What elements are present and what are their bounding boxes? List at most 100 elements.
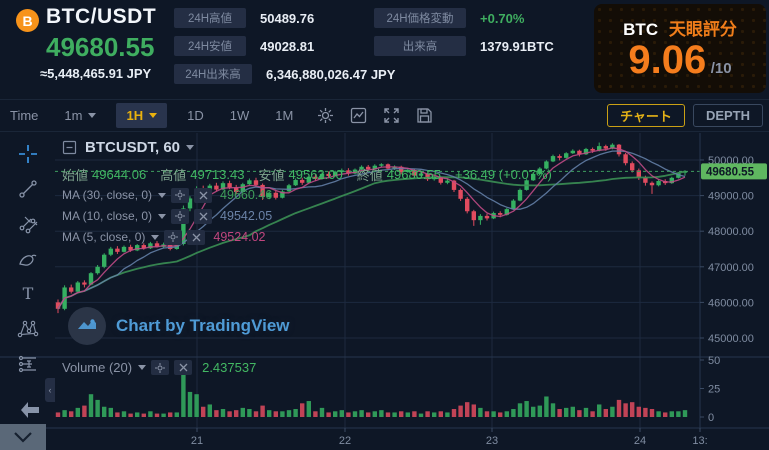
stat-label: 24H高値 — [174, 8, 246, 28]
ma10-row: MA (10, close, 0) 49542.05 — [62, 207, 272, 225]
time-axis-labels[interactable]: 21 22 23 24 13: — [191, 428, 708, 447]
ma-settings-icon[interactable] — [164, 229, 183, 245]
chevron-down-icon — [138, 365, 147, 370]
forecast-tool-icon[interactable] — [15, 351, 41, 377]
indicator-icon[interactable] — [350, 107, 367, 124]
ma-remove-icon[interactable] — [194, 187, 213, 203]
tradingview-attribution[interactable]: Chart by TradingView — [68, 307, 290, 345]
ma30-row: MA (30, close, 0) 49660.46 — [62, 186, 272, 204]
stat-value: 50489.76 — [260, 10, 315, 26]
stat-value: 49028.81 — [260, 38, 315, 54]
stat-24h-high: 24H高値 50489.76 — [174, 8, 395, 28]
stat-value: 6,346,880,026.47 JPY — [266, 66, 396, 82]
stat-label: 24H出来高 — [174, 64, 252, 84]
ohlc-readout: 始値 49644.06 高値 49713.43 安値 49562.00 終値 4… — [62, 165, 552, 184]
interval-1w[interactable]: 1W — [229, 108, 250, 123]
interval-1d[interactable]: 1D — [187, 108, 204, 123]
close-label: 終値 — [356, 168, 383, 183]
svg-text:47000.00: 47000.00 — [708, 262, 754, 274]
time-label: Time — [10, 108, 39, 123]
stat-24h-low: 24H安値 49028.81 — [174, 36, 395, 56]
crosshair-tool-icon[interactable] — [15, 141, 41, 167]
tradingview-text: Chart by TradingView — [116, 316, 290, 335]
collapse-panel-button[interactable] — [0, 424, 46, 450]
close-value: 49680.55 — [386, 167, 441, 182]
svg-text:13:: 13: — [692, 435, 707, 447]
price-axis-labels[interactable]: 50000.0049000.0048000.0047000.0046000.00… — [700, 155, 754, 424]
svg-text:49000.00: 49000.00 — [708, 191, 754, 203]
drawing-tool-rail: T — [0, 133, 55, 428]
ma-lines — [57, 147, 686, 310]
save-icon[interactable] — [416, 107, 433, 124]
ma5-label: MA (5, close, 0) — [62, 230, 146, 244]
tianyan-score-card[interactable]: BTC 天眼評分 9.06 /10 — [594, 4, 766, 93]
trend-line-tool-icon[interactable] — [15, 176, 41, 202]
volume-label: Volume (20) — [62, 360, 133, 375]
chevron-down-icon — [186, 145, 195, 150]
svg-text:21: 21 — [191, 435, 203, 447]
pitchfork-tool-icon[interactable] — [15, 211, 41, 237]
fullscreen-icon[interactable] — [383, 107, 400, 124]
stats-column-1: 24H高値 50489.76 24H安値 49028.81 24H出来高 6,3… — [174, 8, 395, 84]
back-arrow-icon[interactable] — [18, 401, 42, 424]
stat-24h-volume-jpy: 24H出来高 6,346,880,026.47 JPY — [174, 64, 395, 84]
ma-remove-icon[interactable] — [187, 229, 206, 245]
chart-tab-button[interactable]: チャート — [607, 104, 685, 127]
volume-settings-icon[interactable] — [151, 360, 170, 375]
stat-volume-btc: 出来高 1379.91BTC — [374, 36, 554, 56]
ma-remove-icon[interactable] — [194, 208, 213, 224]
stat-label: 24H安値 — [174, 36, 246, 56]
stat-label: 24H価格変動 — [374, 8, 466, 28]
chart-toolbar: Time 1m 1H 1D 1W 1M — [0, 99, 769, 132]
stat-value: +0.70% — [480, 10, 525, 26]
score-value-row: 9.06 /10 — [594, 38, 766, 83]
volume-legend: Volume (20) 2.437537 — [62, 360, 256, 375]
chevron-down-icon — [158, 192, 167, 198]
chevron-down-icon — [149, 113, 158, 118]
change-value: +36.49 (+0.07%) — [455, 167, 552, 182]
interval-1m[interactable]: 1m — [64, 108, 97, 123]
rail-collapse-handle[interactable]: ‹ — [45, 378, 55, 402]
svg-text:0: 0 — [708, 412, 714, 424]
svg-text:T: T — [22, 284, 33, 303]
volume-remove-icon[interactable] — [174, 360, 193, 375]
candlestick-chart[interactable]: 50000.0049000.0048000.0047000.0046000.00… — [0, 133, 769, 450]
symbol-title: BTC/USDT — [46, 5, 157, 28]
ma10-label: MA (10, close, 0) — [62, 209, 153, 223]
settings-gear-icon[interactable] — [317, 107, 334, 124]
svg-text:22: 22 — [339, 435, 351, 447]
legend-symbol-text: BTCUSDT, 60 — [85, 139, 181, 156]
chart-legend-symbol[interactable]: BTCUSDT, 60 — [62, 139, 195, 156]
tradingview-logo-icon — [68, 307, 106, 345]
score-value: 9.06 — [628, 38, 707, 82]
score-title: BTC 天眼評分 — [594, 15, 766, 40]
chevron-down-icon — [88, 113, 97, 118]
btc-coin-icon: B — [16, 9, 39, 32]
interval-1m-month[interactable]: 1M — [275, 108, 294, 123]
open-value: 49644.06 — [92, 167, 147, 182]
text-tool-icon[interactable]: T — [15, 281, 41, 307]
current-price-label: 49680.55 — [701, 163, 767, 180]
low-label: 安値 — [258, 168, 285, 183]
score-label: 天眼評分 — [668, 20, 737, 39]
ma-settings-icon[interactable] — [171, 208, 190, 224]
stat-label: 出来高 — [374, 36, 466, 56]
svg-text:48000.00: 48000.00 — [708, 226, 754, 238]
ma-settings-icon[interactable] — [171, 187, 190, 203]
high-label: 高値 — [160, 168, 187, 183]
depth-tab-button[interactable]: DEPTH — [692, 104, 763, 127]
stat-value: 1379.91BTC — [480, 38, 554, 54]
interval-1h[interactable]: 1H — [116, 103, 168, 128]
last-price: 49680.55 — [46, 32, 155, 62]
chevron-down-icon — [158, 213, 167, 219]
score-denominator: /10 — [710, 60, 732, 77]
stat-24h-change: 24H価格変動 +0.70% — [374, 8, 554, 28]
ma5-value: 49524.02 — [213, 230, 266, 244]
svg-text:25: 25 — [708, 384, 720, 396]
svg-text:45000.00: 45000.00 — [708, 333, 754, 345]
xabcd-pattern-tool-icon[interactable] — [15, 316, 41, 342]
brush-tool-icon[interactable] — [15, 246, 41, 272]
svg-text:50: 50 — [708, 355, 720, 367]
open-label: 始値 — [62, 168, 89, 183]
